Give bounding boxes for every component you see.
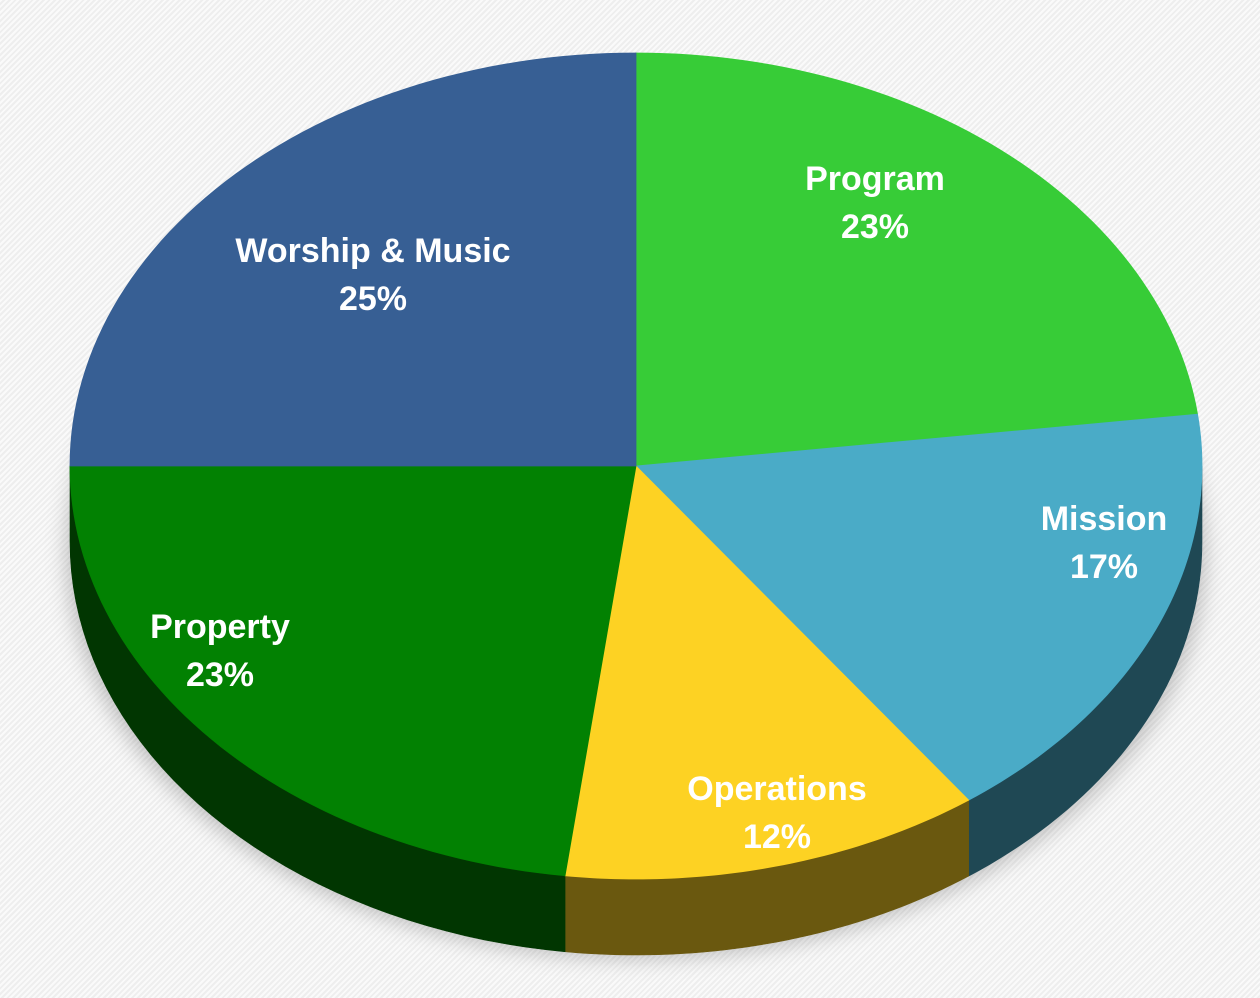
pie-labels: Program 23% Mission 17% Operations 12% Propert… (150, 160, 1167, 856)
slice-label: Worship & Music (235, 232, 510, 270)
pie-slice-property[interactable] (69, 465, 637, 877)
pie-slice-operations[interactable] (564, 465, 970, 880)
slice-value-label: 23% (186, 656, 254, 694)
slice-value-label: 23% (841, 208, 909, 246)
slice-label: Mission (1041, 500, 1168, 538)
slice-value-label: 25% (339, 280, 407, 318)
pie-slice-mission[interactable] (635, 413, 1203, 801)
pie-slice-program[interactable] (635, 52, 1199, 467)
slice-value-label: 12% (743, 818, 811, 856)
slice-value-label: 17% (1070, 548, 1138, 586)
slice-label: Operations (687, 770, 866, 808)
slice-label: Property (150, 608, 290, 646)
pie-slice-worship-music[interactable] (69, 52, 637, 467)
slice-label: Program (805, 160, 945, 198)
pie-slices (69, 52, 1203, 880)
